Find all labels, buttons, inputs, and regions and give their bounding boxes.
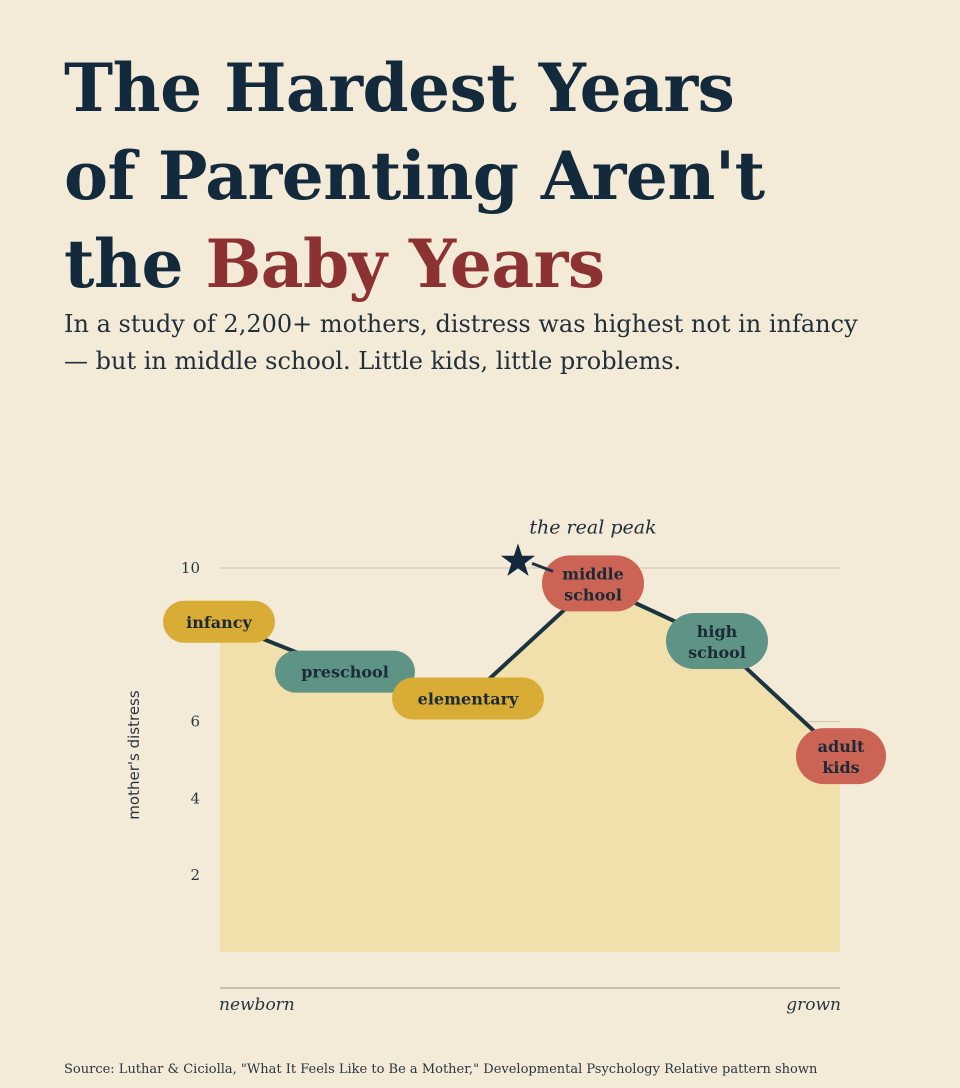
source-note: Source: Luthar & Ciciolla, "What It Feel…: [64, 1062, 818, 1077]
star-icon: [500, 543, 536, 576]
data-point-infancy: infancy: [163, 600, 275, 643]
data-label: school: [564, 585, 622, 604]
data-point-middle-school: middle school: [542, 555, 644, 612]
title-line-3: the Baby Years: [64, 220, 924, 308]
data-point-high-school: high school: [666, 612, 768, 669]
x-axis-start-label: newborn: [219, 995, 295, 1015]
x-axis-end-label: grown: [786, 995, 841, 1015]
y-tick-label: 10: [181, 559, 200, 577]
data-label: middle: [562, 564, 624, 583]
y-tick-label: 6: [190, 713, 200, 731]
y-tick-labels: 2 4 6 10: [181, 559, 200, 884]
peak-annotation: the real peak: [529, 516, 656, 538]
data-label: elementary: [418, 690, 519, 709]
stage-pills: infancypreschoolelementarymiddleschoolhi…: [163, 555, 886, 785]
data-label: infancy: [186, 613, 252, 632]
title-line-1: The Hardest Years: [64, 49, 735, 127]
y-axis-label: mother's distress: [125, 690, 143, 820]
peak-connector: [531, 561, 554, 573]
data-label: adult: [818, 737, 865, 756]
data-point-preschool: preschool: [275, 650, 415, 693]
data-label: preschool: [301, 663, 389, 682]
data-label: school: [688, 643, 746, 662]
data-label: kids: [822, 758, 859, 777]
data-point-adult-kids: adult kids: [796, 728, 886, 785]
y-tick-label: 4: [190, 789, 200, 807]
title-accent: Baby Years: [205, 225, 605, 303]
data-point-elementary: elementary: [392, 677, 544, 720]
distress-area: [220, 583, 841, 952]
page-title: The Hardest Years of Parenting Aren't th…: [64, 44, 924, 308]
y-tick-label: 2: [190, 866, 200, 884]
title-line-2: of Parenting Aren't: [64, 137, 765, 215]
subtitle: In a study of 2,200+ mothers, distress w…: [64, 310, 858, 375]
data-label: high: [697, 622, 738, 641]
title-line-3-plain: the: [64, 225, 206, 303]
